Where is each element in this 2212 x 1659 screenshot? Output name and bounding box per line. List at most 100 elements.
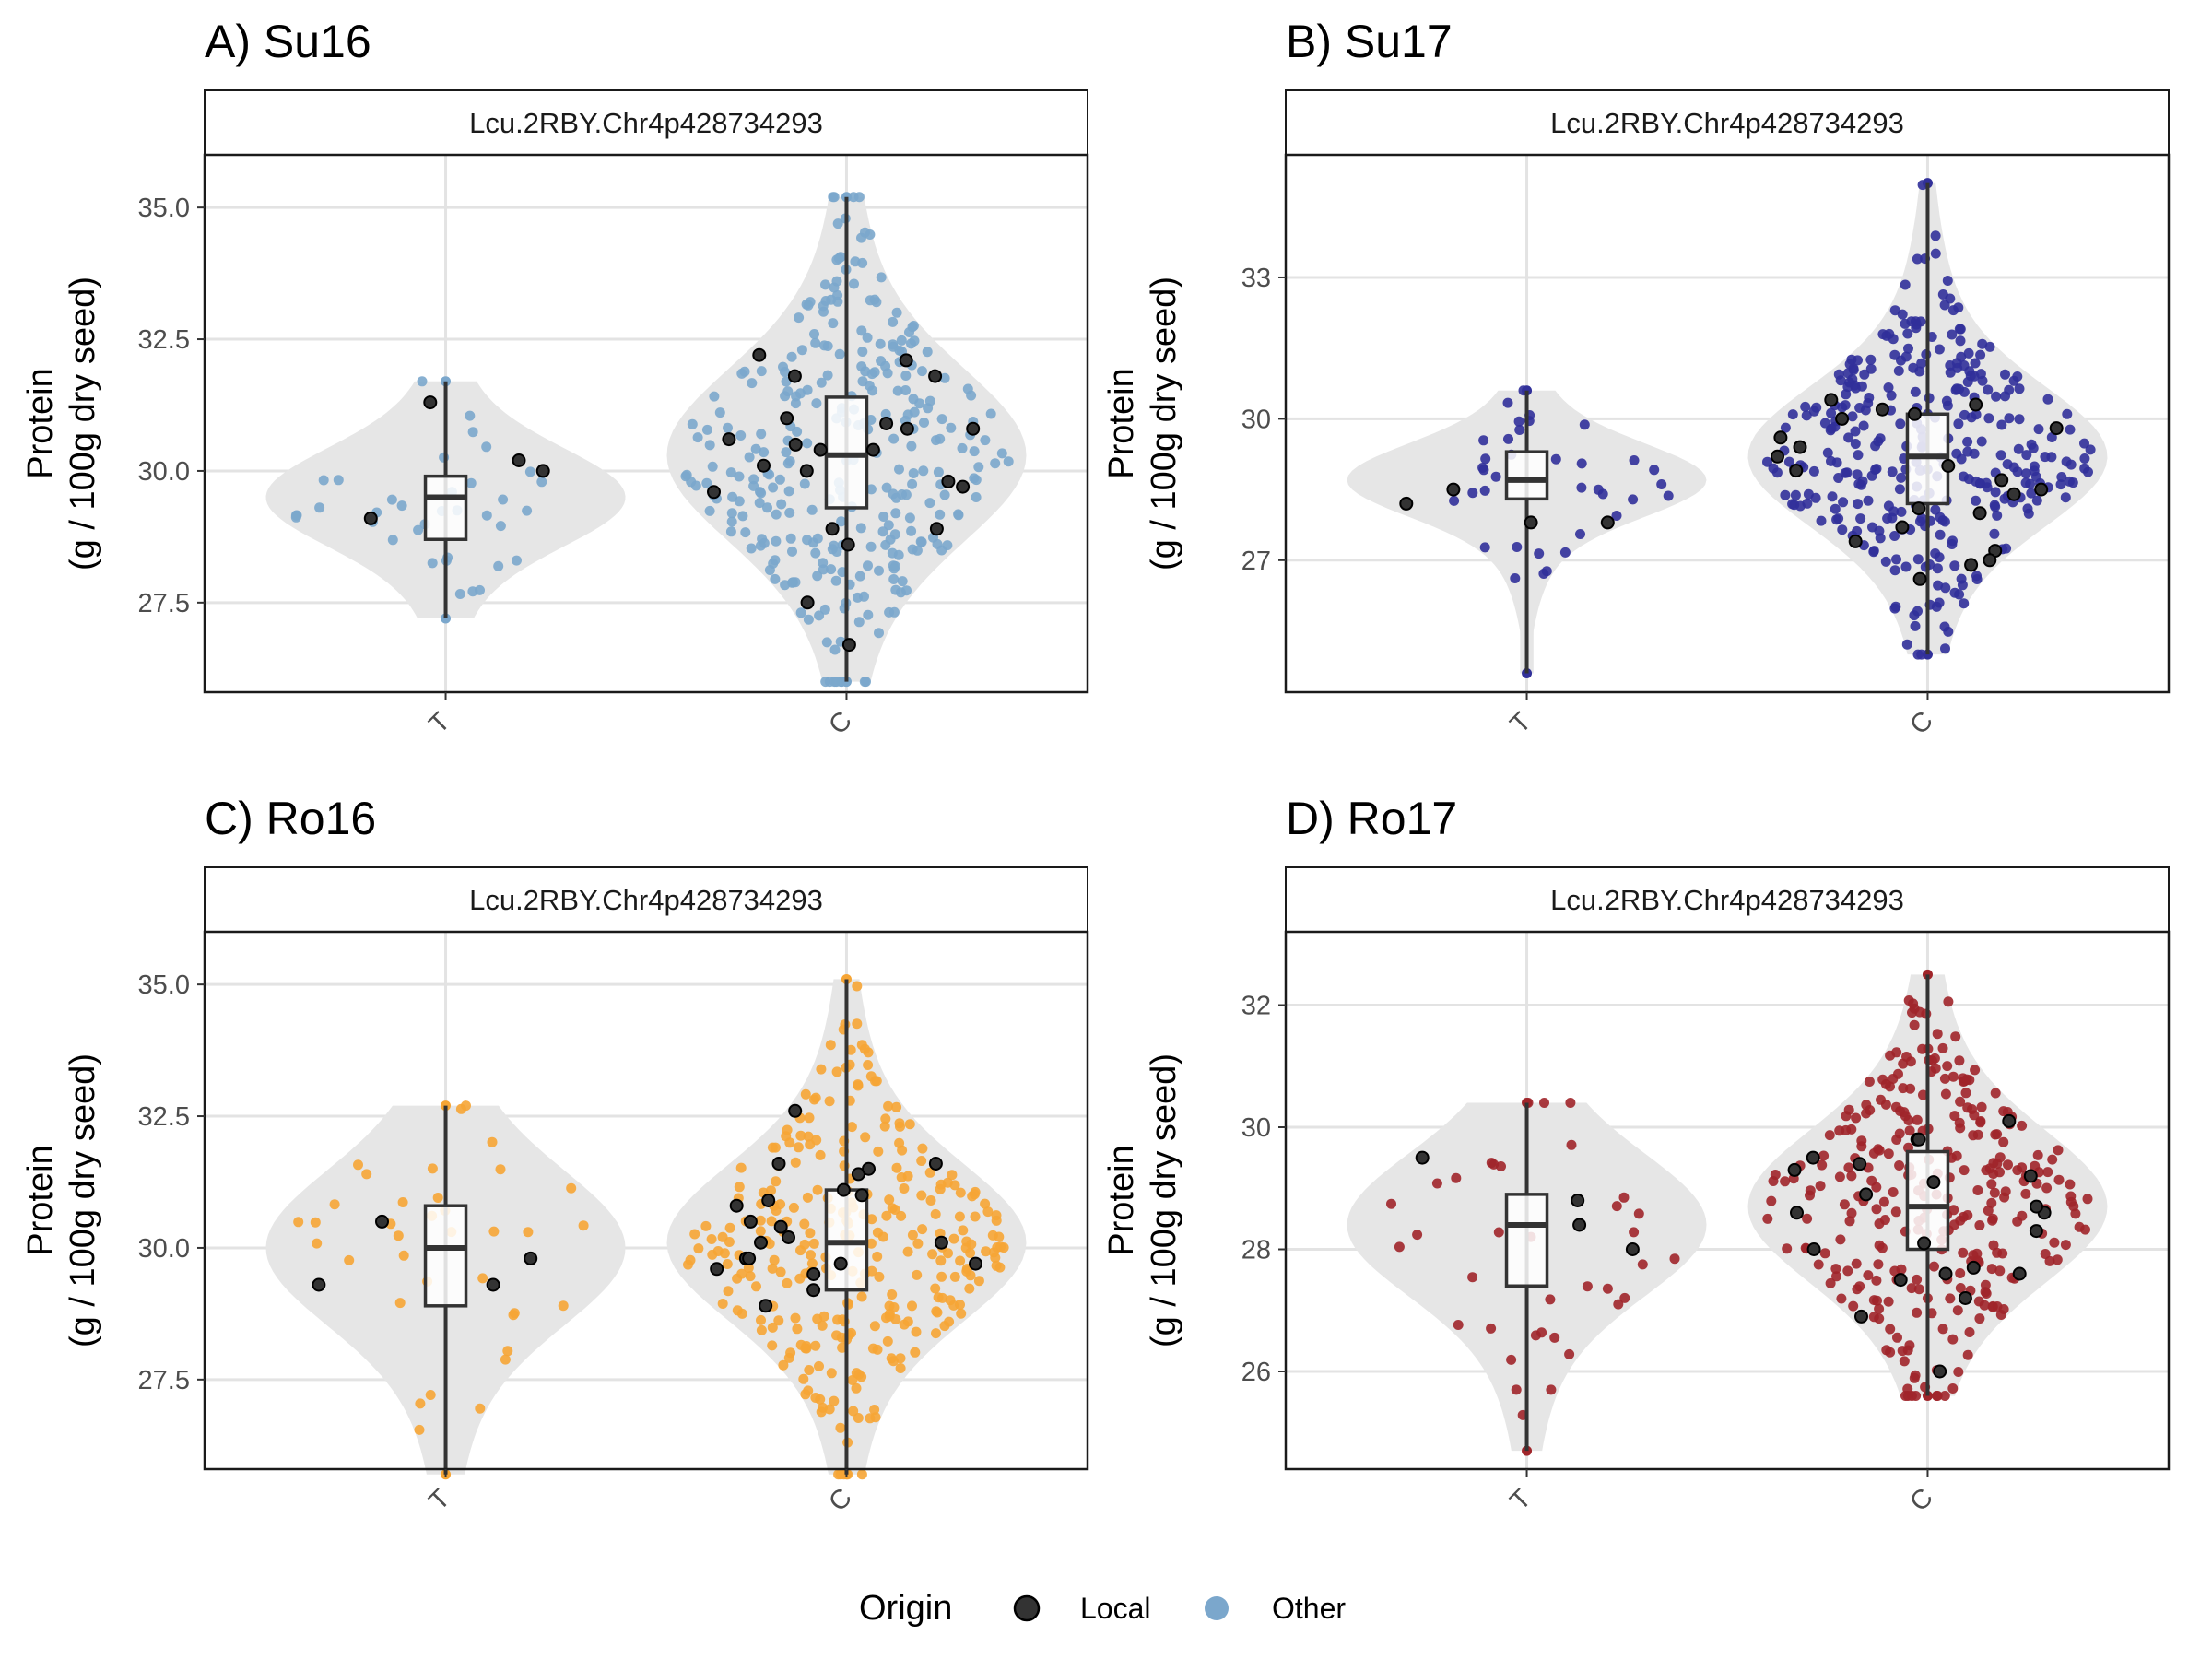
point-other	[820, 279, 830, 290]
point-other	[756, 1324, 767, 1335]
point-other	[1880, 1078, 1891, 1089]
point-other	[1808, 465, 1819, 477]
point-other	[1955, 1268, 1966, 1278]
point-other	[1990, 487, 2001, 498]
point-other	[887, 547, 898, 559]
y-axis-title: Protein (g / 100g dry seed)	[1102, 1053, 1183, 1347]
point-other	[714, 407, 725, 418]
point-other	[2064, 476, 2075, 487]
point-other	[1830, 1264, 1841, 1275]
point-other	[1865, 1105, 1876, 1115]
panel-d: D) Ro17 Lcu.2RBY.Chr4p428734293 26 28 30 32 T C…	[1102, 793, 2171, 1517]
point-other	[936, 1271, 947, 1282]
point-other	[890, 1314, 901, 1324]
box	[1504, 450, 1549, 501]
group-C	[1747, 969, 2108, 1401]
point-local	[1787, 1162, 1802, 1177]
point-other	[1995, 1310, 2006, 1320]
point-other	[746, 543, 757, 554]
point-other	[748, 480, 759, 491]
point-other	[1656, 479, 1667, 489]
point-other	[1868, 546, 1879, 557]
point-other	[1864, 1077, 1875, 1087]
point-other	[495, 1164, 506, 1175]
strip-label: Lcu.2RBY.Chr4p428734293	[469, 107, 823, 139]
point-other	[935, 1255, 947, 1266]
point-other	[935, 509, 946, 520]
point-local	[799, 464, 814, 478]
point-local	[1966, 1260, 1981, 1275]
point-other	[991, 1260, 1002, 1271]
point-other	[386, 494, 397, 505]
point-other	[1803, 488, 1814, 500]
point-other	[830, 644, 841, 655]
point-other	[878, 512, 889, 522]
point-other	[1822, 447, 1833, 458]
y-tick-label: 32	[1241, 992, 1271, 1021]
point-other	[853, 617, 865, 628]
point-other	[1503, 433, 1513, 444]
point-other	[2021, 450, 2032, 461]
point-local	[1933, 1364, 1947, 1379]
point-local	[729, 1198, 744, 1213]
point-other	[2042, 394, 2053, 405]
point-other	[811, 1135, 822, 1146]
point-other	[806, 1250, 816, 1261]
strip-label: Lcu.2RBY.Chr4p428734293	[1550, 107, 1904, 139]
point-other	[1916, 358, 1927, 369]
point-other	[876, 356, 887, 367]
point-local	[1848, 534, 1863, 548]
point-other	[888, 488, 899, 500]
point-local	[1790, 1206, 1804, 1220]
point-other	[924, 498, 935, 509]
point-other	[930, 1283, 941, 1294]
point-other	[1431, 1178, 1442, 1189]
point-other	[804, 1365, 815, 1375]
point-other	[1856, 1135, 1867, 1147]
point-other	[1908, 998, 1919, 1009]
legend: Origin Local Other	[859, 1589, 1346, 1628]
point-other	[865, 484, 877, 495]
point-other	[1800, 401, 1811, 412]
point-other	[803, 614, 814, 625]
point-other	[1945, 360, 1956, 371]
point-other	[954, 1211, 965, 1222]
point-other	[2031, 495, 2042, 506]
point-other	[1824, 1130, 1835, 1141]
point-other	[990, 458, 1001, 469]
point-other	[1808, 406, 1819, 417]
point-other	[1550, 453, 1561, 465]
point-other	[2040, 1249, 2051, 1259]
point-other	[859, 677, 870, 688]
point-other	[971, 492, 982, 502]
point-other	[481, 510, 492, 521]
point-other	[1874, 1145, 1885, 1156]
point-other	[2001, 543, 2012, 554]
point-other	[719, 1248, 730, 1259]
point-other	[1780, 489, 1791, 500]
point-other	[917, 366, 927, 377]
point-local	[754, 1235, 768, 1250]
point-other	[916, 1156, 927, 1166]
point-other	[1900, 318, 1911, 329]
point-other	[467, 427, 478, 438]
point-other	[1887, 466, 1898, 477]
group-T	[265, 376, 626, 624]
point-local	[956, 479, 971, 494]
point-other	[1955, 1283, 1966, 1293]
point-other	[1633, 1208, 1644, 1219]
point-other	[1986, 1179, 1997, 1190]
point-other	[865, 541, 877, 552]
point-other	[874, 565, 884, 576]
point-other	[1801, 410, 1812, 421]
point-other	[689, 1229, 700, 1240]
point-other	[896, 1172, 907, 1182]
point-other	[1858, 420, 1869, 431]
point-other	[887, 1289, 898, 1300]
point-other	[1629, 455, 1640, 465]
point-other	[852, 1018, 863, 1030]
point-other	[1942, 1061, 1953, 1072]
point-other	[1998, 1106, 2009, 1117]
point-other	[414, 1424, 425, 1435]
point-other	[919, 418, 929, 428]
